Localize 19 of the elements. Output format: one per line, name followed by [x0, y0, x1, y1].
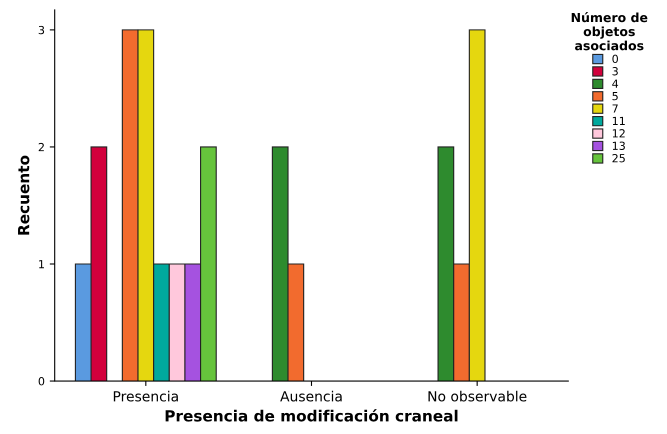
- x-tick-label: Ausencia: [280, 390, 342, 402]
- legend-label: 3: [612, 67, 618, 76]
- x-tick-label: No observable: [428, 390, 526, 402]
- legend-label: 11: [612, 116, 625, 125]
- legend-label: 0: [612, 54, 618, 64]
- x-axis-title: Presencia de modificación craneal: [166, 409, 458, 422]
- legend-label: 5: [612, 92, 618, 100]
- legend-label: 12: [612, 129, 625, 138]
- y-tick-label: 2: [38, 142, 44, 152]
- legend-label: 13: [612, 142, 625, 150]
- y-tick-label: 1: [39, 260, 44, 268]
- x-tick-label: Presencia: [114, 390, 178, 402]
- y-tick-label: 3: [38, 26, 44, 34]
- legend-label: 25: [612, 154, 625, 162]
- legend-label: 7: [612, 104, 618, 113]
- y-tick-label: 0: [38, 377, 44, 386]
- y-axis-title: Recuento: [18, 156, 30, 235]
- legend-label: 4: [612, 80, 618, 88]
- legend-title: Número de objetos asociados: [572, 12, 648, 50]
